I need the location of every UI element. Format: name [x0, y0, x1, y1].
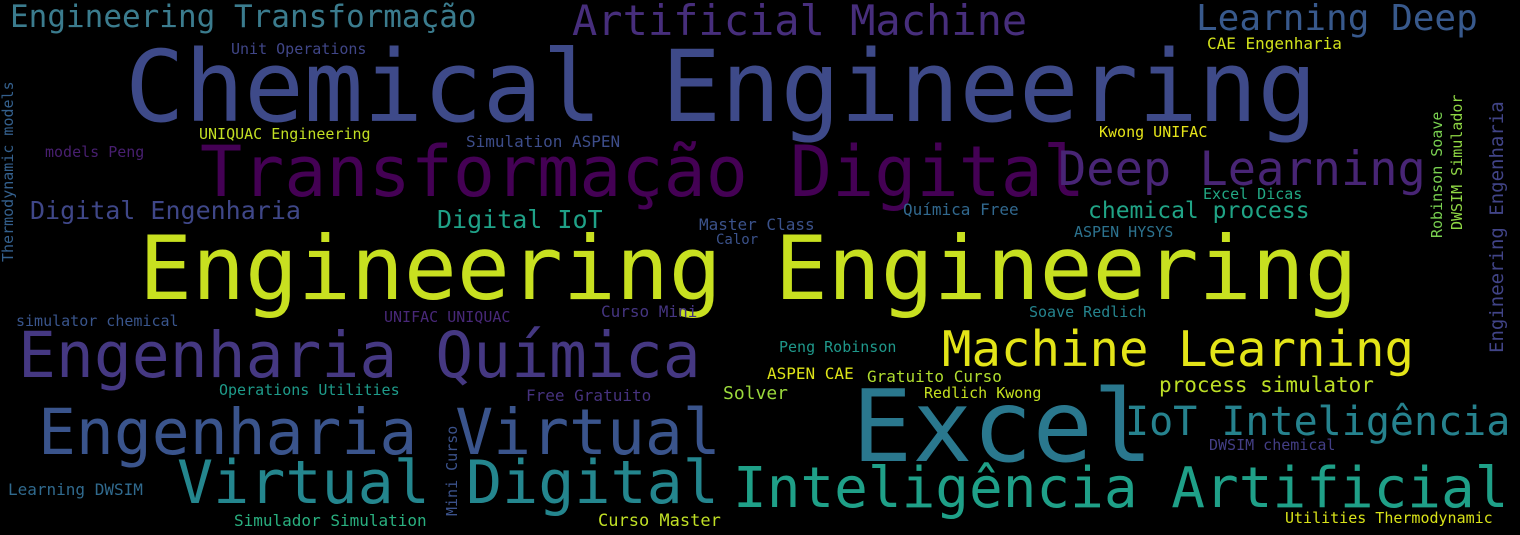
word-cae-engenharia: CAE Engenharia [1207, 34, 1342, 53]
word-virtual-digital: Virtual Digital [177, 448, 719, 518]
word-process-simulator: process simulator [1159, 373, 1374, 397]
word-engineering-engenharia: Engineering Engenharia [1486, 101, 1508, 353]
word-master-class: Master Class [699, 215, 815, 234]
word-mini-curso: Mini Curso [443, 425, 461, 516]
word-aspen-hysys: ASPEN HYSYS [1074, 223, 1174, 241]
word-redlich-kwong: Redlich Kwong [924, 384, 1042, 402]
word-curso-mini: Curso Mini [601, 302, 698, 321]
word-learning-deep: Learning Deep [1196, 0, 1478, 39]
word-transformacao-digital: Transformação Digital [200, 131, 1086, 213]
word-kwong-unifac: Kwong UNIFAC [1099, 123, 1208, 141]
word-inteligencia-artificial: Inteligência Artificial [733, 456, 1509, 521]
word-simulador-simulation: Simulador Simulation [234, 511, 427, 530]
word-simulator-chemical: simulator chemical [16, 312, 179, 330]
word-machine-learning: Machine Learning [942, 321, 1415, 378]
word-artificial-machine: Artificial Machine [572, 0, 1028, 45]
word-excel: Excel [852, 368, 1154, 485]
word-chemical-process: chemical process [1088, 198, 1310, 224]
word-engenharia-quimica: Engenharia Química [18, 319, 701, 392]
word-learning-dwsim: Learning DWSIM [8, 480, 143, 499]
word-models-peng: models Peng [45, 143, 145, 161]
word-engineering-engineering: Engineering Engineering [139, 217, 1358, 320]
word-dwsim-chemical: DWSIM chemical [1209, 436, 1336, 454]
word-digital-engenharia: Digital Engenharia [30, 196, 301, 225]
word-soave-redlich: Soave Redlich [1029, 303, 1147, 321]
word-aspen-cae: ASPEN CAE [767, 364, 854, 383]
word-digital-iot: Digital IoT [437, 205, 603, 234]
word-gratuito-curso: Gratuito Curso [867, 367, 1002, 386]
word-excel-dicas: Excel Dicas [1203, 185, 1303, 203]
word-deep-learning: Deep Learning [1058, 142, 1426, 197]
word-uniquac-engineering: UNIQUAC Engineering [199, 125, 371, 143]
word-operations-utilities: Operations Utilities [219, 381, 400, 399]
word-engenharia-virtual: Engenharia Virtual [38, 396, 721, 469]
word-iot-inteligencia: IoT Inteligência [1125, 399, 1511, 445]
word-unit-operations: Unit Operations [231, 40, 367, 58]
word-engineering-transformacao: Engineering Transformação [10, 0, 477, 35]
word-free-gratuito: Free Gratuito [526, 386, 652, 405]
word-dwsim-simulador: DWSIM Simulador [1448, 94, 1466, 230]
word-chemical-engineering: Chemical Engineering [125, 30, 1318, 145]
word-calor: Calor [716, 232, 759, 248]
word-peng-robinson: Peng Robinson [779, 338, 897, 356]
word-solver: Solver [723, 383, 789, 404]
word-thermodynamic-models: Thermodynamic models [0, 81, 17, 262]
word-robinson-soave: Robinson Soave [1428, 111, 1446, 238]
word-simulation-aspen: Simulation ASPEN [466, 132, 621, 151]
word-unifac-uniquac: UNIFAC UNIQUAC [384, 308, 511, 326]
word-curso-master: Curso Master [598, 511, 721, 531]
word-quimica-free: Química Free [903, 200, 1019, 219]
word-utilities-thermodynamic: Utilities Thermodynamic [1285, 509, 1493, 527]
